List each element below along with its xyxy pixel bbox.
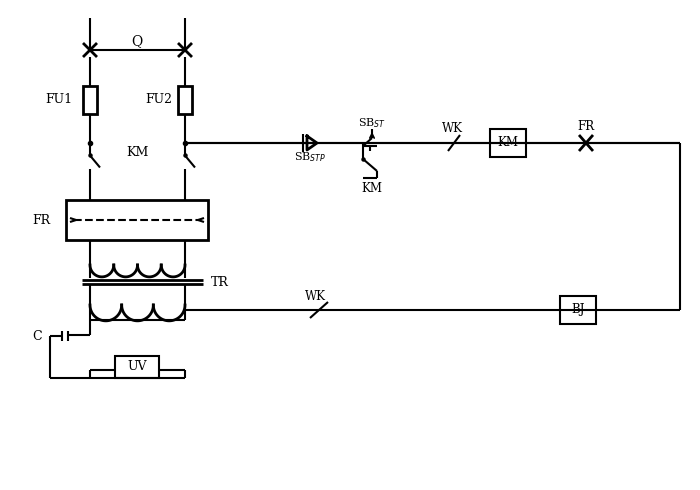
- Text: FU1: FU1: [45, 94, 72, 106]
- Text: FR: FR: [578, 120, 594, 132]
- Text: UV: UV: [127, 361, 147, 373]
- Bar: [178, 86, 192, 114]
- Bar: [115, 356, 159, 378]
- Text: TR: TR: [211, 275, 229, 289]
- Text: C: C: [32, 329, 42, 343]
- Text: WK: WK: [442, 122, 463, 134]
- Text: WK: WK: [304, 290, 326, 302]
- Bar: [83, 86, 97, 114]
- Text: KM: KM: [361, 182, 382, 196]
- Bar: [490, 129, 526, 157]
- Text: Q: Q: [132, 34, 143, 48]
- Text: SB$_{ST}$: SB$_{ST}$: [358, 116, 386, 130]
- Bar: [560, 296, 596, 324]
- Text: BJ: BJ: [571, 303, 584, 317]
- Text: FU2: FU2: [145, 94, 172, 106]
- Bar: [66, 200, 208, 240]
- Text: KM: KM: [498, 137, 519, 149]
- Text: KM: KM: [126, 147, 148, 160]
- Text: SB$_{STP}$: SB$_{STP}$: [294, 150, 326, 164]
- Text: FR: FR: [32, 214, 50, 226]
